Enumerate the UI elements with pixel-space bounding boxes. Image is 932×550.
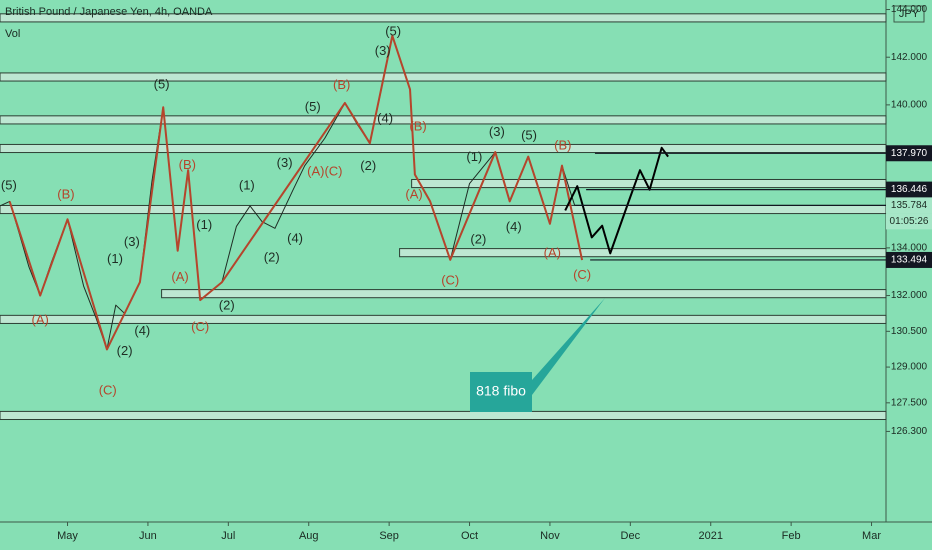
price-tag-box	[886, 145, 932, 162]
callout-text: 818 fibo	[476, 383, 526, 399]
wave-label: (B)	[57, 187, 74, 202]
callout-box	[470, 298, 605, 412]
x-tick-label: 2021	[698, 530, 722, 542]
wave-label: (2)	[117, 343, 133, 358]
wave-label: (A)	[544, 245, 561, 260]
price-tag-box	[886, 251, 932, 268]
y-tick-label: 144.000	[891, 4, 928, 15]
wave-label: (1)	[196, 217, 212, 232]
x-tick-label: Feb	[782, 530, 801, 542]
wave-label: (C)	[191, 319, 209, 334]
price-tag-box	[886, 181, 932, 198]
wave-label: (5)	[1, 178, 17, 193]
zone	[0, 410, 887, 421]
wave-label: (3)	[277, 155, 293, 170]
zone	[0, 204, 887, 215]
zone	[0, 72, 887, 82]
price-tag-label: 136.446	[891, 184, 928, 195]
wave-label: (2)	[264, 249, 280, 264]
price-line	[564, 146, 669, 255]
zone	[161, 289, 887, 299]
price-tag-label: 135.784	[891, 200, 928, 211]
wave-label: (A)(C)	[307, 163, 342, 178]
currency-label: JPY	[899, 8, 920, 20]
y-tick-label: 126.300	[891, 426, 928, 437]
wave-label: (5)	[305, 99, 321, 114]
price-tag-box	[886, 197, 932, 214]
y-tick-label: 129.000	[891, 362, 928, 373]
wave-label: (1)	[239, 178, 255, 193]
x-tick-label: Mar	[862, 530, 881, 542]
price-tag-label: 133.494	[891, 255, 928, 266]
volume-label: Vol	[5, 28, 20, 40]
wave-label: (C)	[99, 382, 117, 397]
wave-label: (1)	[107, 251, 123, 266]
wave-label: (3)	[489, 124, 505, 139]
wave-label: (2)	[219, 298, 235, 313]
wave-label: (A)	[32, 312, 49, 327]
wave-label: (2)	[470, 231, 486, 246]
x-tick-label: Sep	[379, 530, 399, 542]
wave-label: (5)	[385, 24, 401, 39]
x-tick-label: Dec	[621, 530, 641, 542]
wave-label: (B)	[554, 137, 571, 152]
zone	[0, 13, 887, 23]
wave-label: (4)	[506, 219, 522, 234]
countdown: 01:05:26	[890, 216, 929, 227]
chart-title: British Pound / Japanese Yen, 4h, OANDA	[5, 6, 213, 18]
y-tick-label: 140.000	[891, 100, 928, 111]
wave-label: (4)	[377, 110, 393, 125]
x-tick-label: May	[57, 530, 78, 542]
y-tick-label: 127.500	[891, 397, 928, 408]
wave-label: (5)	[154, 77, 170, 92]
wave-label: (A)	[171, 269, 188, 284]
x-tick-label: Jul	[221, 530, 235, 542]
currency-box	[893, 5, 925, 23]
countdown-box	[886, 213, 932, 230]
zone	[0, 314, 887, 324]
wave-label: (B)	[333, 77, 350, 92]
x-tick-label: Nov	[540, 530, 560, 542]
wave-label: (B)	[179, 157, 196, 172]
wave-label: (C)	[441, 273, 459, 288]
wave-label: (4)	[134, 323, 150, 338]
zone	[399, 248, 887, 258]
y-tick-label: 130.500	[891, 326, 928, 337]
wave-label: (4)	[287, 231, 303, 246]
wave-label: (C)	[573, 267, 591, 282]
x-tick-label: Aug	[299, 530, 319, 542]
price-line	[8, 34, 584, 351]
y-tick-label: 142.000	[891, 52, 928, 63]
y-tick-label: 134.000	[891, 243, 928, 254]
wave-label: (3)	[375, 43, 391, 58]
price-tag-label: 137.970	[891, 148, 928, 159]
wave-label: (5)	[521, 128, 537, 143]
zone	[0, 115, 887, 125]
wave-label: (B)	[409, 118, 426, 133]
x-tick-label: Jun	[139, 530, 157, 542]
wave-label: (3)	[124, 234, 140, 249]
wave-label: (A)	[405, 187, 422, 202]
wave-label: (1)	[466, 149, 482, 164]
x-tick-label: Oct	[461, 530, 478, 542]
wave-label: (2)	[360, 158, 376, 173]
zone	[0, 143, 887, 154]
y-tick-label: 132.000	[891, 290, 928, 301]
